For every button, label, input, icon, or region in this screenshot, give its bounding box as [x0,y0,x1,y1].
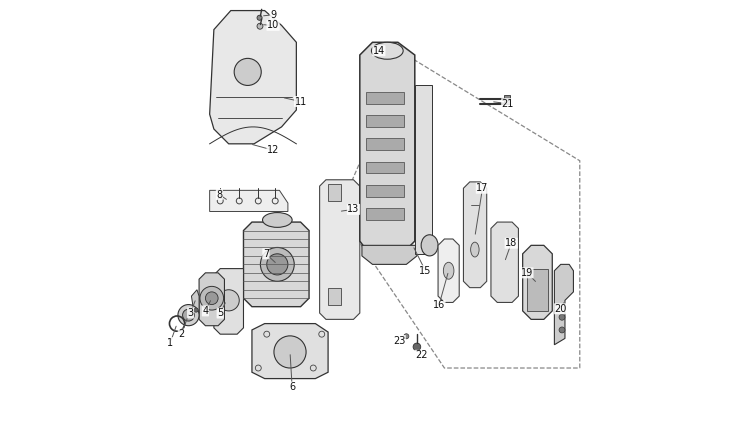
Circle shape [559,327,565,333]
Ellipse shape [421,235,438,256]
Bar [328,288,340,305]
Text: 14: 14 [372,46,385,56]
Circle shape [261,247,294,281]
Bar [366,185,405,197]
Text: 16: 16 [433,300,445,310]
Text: 4: 4 [203,306,209,316]
Bar [415,85,431,254]
Ellipse shape [443,262,454,279]
Polygon shape [362,245,417,264]
Text: 23: 23 [393,335,405,346]
Text: 22: 22 [415,350,428,360]
Circle shape [559,314,565,320]
Text: 8: 8 [216,190,223,200]
Text: 11: 11 [294,96,307,107]
Circle shape [257,23,263,29]
Text: 10: 10 [267,20,279,30]
Text: 3: 3 [188,308,194,318]
Circle shape [194,308,198,312]
Text: 9: 9 [270,10,276,20]
Polygon shape [209,190,288,212]
Circle shape [200,286,224,310]
Text: 7: 7 [263,249,269,259]
Bar [366,162,405,173]
Text: 12: 12 [267,145,279,155]
Polygon shape [214,269,244,334]
Circle shape [206,292,218,305]
Circle shape [218,290,239,311]
Polygon shape [438,239,459,302]
Polygon shape [523,245,552,319]
Text: 15: 15 [419,266,431,276]
Text: 2: 2 [178,329,185,339]
Text: 20: 20 [554,304,567,314]
Polygon shape [209,11,297,144]
Bar [366,208,405,220]
Bar [366,92,405,104]
Bar [366,115,405,127]
Circle shape [267,254,288,275]
Polygon shape [491,222,519,302]
Ellipse shape [471,242,479,257]
Circle shape [178,305,199,326]
Circle shape [404,334,409,339]
Polygon shape [191,290,199,313]
Text: 13: 13 [347,204,360,214]
Bar [328,184,340,201]
Text: 19: 19 [521,268,533,278]
Text: 5: 5 [217,308,224,318]
Polygon shape [360,42,415,258]
Circle shape [274,336,306,368]
Text: 21: 21 [501,99,514,109]
Bar [527,269,548,311]
Circle shape [413,343,421,351]
Text: 1: 1 [167,338,174,348]
Polygon shape [320,180,360,319]
Polygon shape [244,222,309,307]
Text: 17: 17 [476,183,489,193]
Bar [366,138,405,150]
Circle shape [234,58,261,85]
Text: 18: 18 [505,238,517,248]
Circle shape [257,15,262,20]
Text: 6: 6 [289,382,295,392]
Polygon shape [199,273,224,326]
Polygon shape [463,182,486,288]
Circle shape [183,309,194,321]
Ellipse shape [262,213,292,228]
Ellipse shape [372,42,403,59]
Bar [504,95,510,104]
Polygon shape [252,324,328,379]
Polygon shape [554,264,574,345]
